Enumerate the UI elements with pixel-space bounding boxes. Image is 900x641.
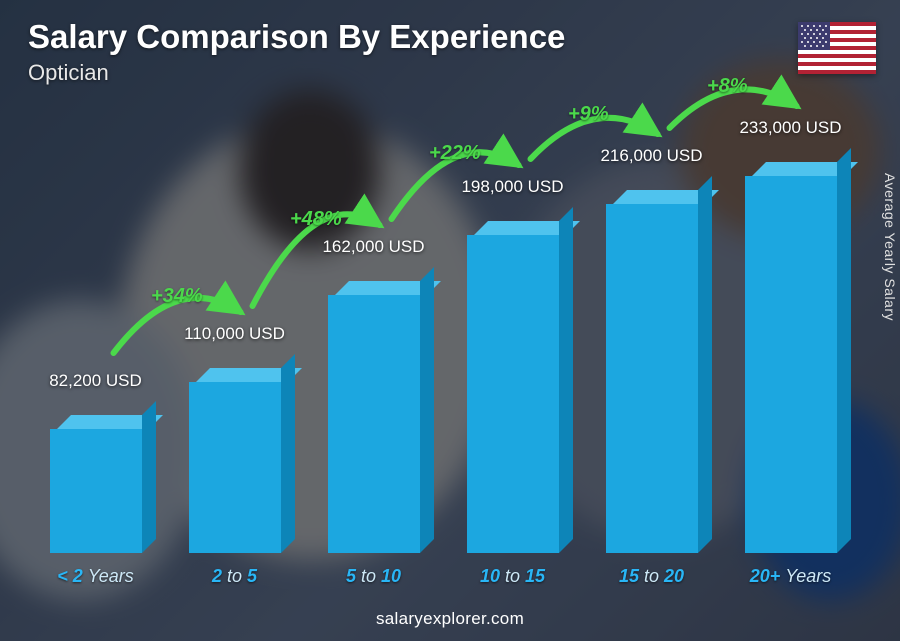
bar-value-label: 110,000 USD xyxy=(184,324,285,344)
growth-percent-label: +34% xyxy=(151,285,203,308)
bar-value-label: 198,000 USD xyxy=(461,177,563,197)
x-axis-label: < 2 Years xyxy=(57,566,134,587)
bar-slot: 82,200 USD< 2 Years xyxy=(26,415,165,553)
bar-side-face xyxy=(142,401,156,553)
growth-percent-label: +9% xyxy=(568,103,609,126)
bar-front-face xyxy=(745,176,837,553)
bar-slot: 216,000 USD15 to 20 xyxy=(582,190,721,553)
bar-value-label: 162,000 USD xyxy=(322,237,424,257)
bar-front-face xyxy=(189,382,281,553)
bar-side-face xyxy=(698,176,712,553)
bar-side-face xyxy=(837,148,851,553)
bar-value-label: 82,200 USD xyxy=(49,371,142,391)
bar xyxy=(606,190,698,553)
bar-front-face xyxy=(328,295,420,553)
bar-slot: 162,000 USD5 to 10 xyxy=(304,281,443,553)
bar-slot: 110,000 USD2 to 5 xyxy=(165,368,304,553)
x-axis-label: 5 to 10 xyxy=(346,566,401,587)
bar xyxy=(50,415,142,553)
bar-slot: 198,000 USD10 to 15 xyxy=(443,221,582,553)
bar-value-label: 233,000 USD xyxy=(739,118,841,138)
bar-side-face xyxy=(281,354,295,553)
x-axis-label: 20+ Years xyxy=(750,566,832,587)
chart-subtitle: Optician xyxy=(28,60,109,86)
bar-front-face xyxy=(50,429,142,553)
bar-side-face xyxy=(559,207,573,553)
bar-front-face xyxy=(467,235,559,553)
bar xyxy=(467,221,559,553)
bar-value-label: 216,000 USD xyxy=(600,146,702,166)
x-axis-label: 2 to 5 xyxy=(212,566,257,587)
chart-title: Salary Comparison By Experience xyxy=(28,18,565,56)
bar-slot: 233,000 USD20+ Years xyxy=(721,162,860,553)
bar xyxy=(328,281,420,553)
x-axis-label: 10 to 15 xyxy=(480,566,545,587)
us-flag-icon xyxy=(798,22,876,74)
footer-credit: salaryexplorer.com xyxy=(376,609,524,629)
growth-percent-label: +22% xyxy=(429,142,481,165)
growth-percent-label: +8% xyxy=(707,75,748,98)
bar xyxy=(189,368,281,553)
y-axis-label: Average Yearly Salary xyxy=(882,173,898,321)
bar-chart: 82,200 USD< 2 Years110,000 USD2 to 5162,… xyxy=(0,71,900,591)
infographic-stage: Salary Comparison By Experience Optician… xyxy=(0,0,900,641)
bar xyxy=(745,162,837,553)
growth-percent-label: +48% xyxy=(290,208,342,231)
x-axis-label: 15 to 20 xyxy=(619,566,684,587)
bar-front-face xyxy=(606,204,698,553)
bar-side-face xyxy=(420,267,434,553)
